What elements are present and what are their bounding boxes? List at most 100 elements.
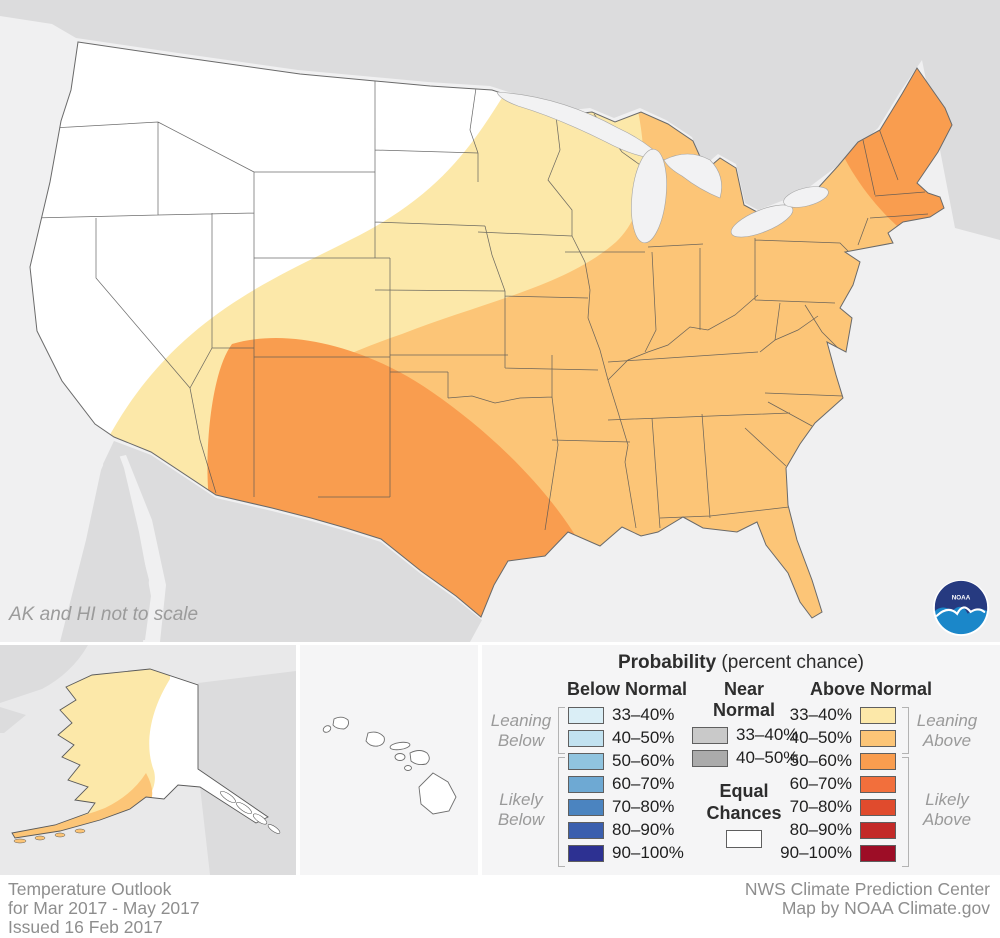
legend-range-label: 90–100% — [780, 843, 852, 862]
lake-michigan — [631, 148, 667, 244]
legend-title-bold: Probability — [617, 652, 717, 673]
issued-date: Issued 16 Feb 2017 — [8, 917, 163, 937]
legend-column-above: Above Normal 33–40% 40–50% 50–60% 60–70% 70–… — [780, 679, 954, 863]
legend-row: 90–100% — [568, 843, 712, 863]
likely-above-label: Likely Above — [922, 790, 972, 829]
legend-swatch — [860, 752, 896, 770]
legend-row: 80–90% — [790, 820, 896, 840]
legend-title-suffix: (percent chance) — [716, 652, 865, 673]
legend-swatch — [568, 706, 604, 724]
above-normal-rows: 33–40% 40–50% 50–60% 60–70% 70–80% 80–90% 90–1… — [780, 705, 954, 863]
legend-row: 60–70% — [790, 774, 896, 794]
legend-row: 33–40% — [692, 725, 800, 745]
legend-swatch — [568, 821, 604, 839]
hawaii-map — [300, 645, 478, 875]
legend-swatch — [568, 844, 604, 862]
footer-left: Temperature Outlook for Mar 2017 - May 2… — [8, 880, 200, 938]
aleutian-island — [54, 832, 66, 838]
aleutian-island — [34, 835, 46, 841]
lake-huron — [663, 153, 722, 199]
likely-above-bracket — [902, 757, 909, 867]
canada-landmass — [0, 0, 1000, 240]
lake-superior — [496, 91, 665, 161]
russia-landmass-2 — [0, 707, 26, 733]
island-lanai — [394, 753, 406, 761]
legend-range-label: 80–90% — [612, 820, 675, 839]
aleutian-island — [13, 838, 27, 844]
source-credit: NWS Climate Prediction Center — [744, 879, 990, 899]
likely-below-label: Likely Below — [497, 790, 545, 829]
conus-map — [0, 0, 1000, 642]
mexico-landmass — [60, 441, 482, 642]
legend-row: 33–40% — [790, 705, 896, 725]
leaning-below-label: Leaning Below — [490, 711, 552, 750]
equal-chances-swatch — [726, 830, 762, 848]
leaning-below-bracket — [558, 707, 565, 754]
lake-erie — [730, 204, 794, 238]
legend-range-label: 33–40% — [736, 725, 799, 744]
below-normal-rows: 33–40% 40–50% 50–60% 60–70% 70–80% 80–90% 90–1… — [542, 705, 712, 863]
legend-range-label: 33–40% — [612, 705, 675, 724]
legend-row: 70–80% — [568, 797, 712, 817]
likely-below-bracket — [558, 757, 565, 867]
alaska-panhandle-islands — [220, 790, 281, 834]
legend-row: 60–70% — [568, 774, 712, 794]
legend-swatch — [860, 844, 896, 862]
alaska-inset — [0, 645, 296, 875]
russia-landmass — [0, 645, 88, 703]
legend-column-below: Below Normal 33–40% 40–50% 50–60% 60–70% 70–… — [542, 679, 712, 863]
island-hawaii — [418, 772, 457, 815]
legend-range-label: 33–40% — [789, 705, 852, 724]
noaa-logo-icon: NOAA — [932, 579, 990, 637]
legend-swatch — [568, 752, 604, 770]
probability-legend: Probability (percent chance) Below Norma… — [482, 645, 1000, 875]
map-credit: Map by NOAA Climate.gov — [781, 898, 990, 918]
legend-range-label: 40–50% — [612, 728, 675, 747]
legend-range-label: 60–70% — [789, 774, 852, 793]
legend-range-label: 70–80% — [789, 797, 852, 816]
leaning-above-label: Leaning Above — [916, 711, 978, 750]
legend-swatch — [860, 706, 896, 724]
legend-range-label: 40–50% — [789, 728, 852, 747]
hawaii-ocean — [300, 645, 478, 875]
legend-row: 40–50% — [790, 728, 896, 748]
legend-row: 40–50% — [692, 748, 800, 768]
canada-landmass-inset — [198, 671, 296, 875]
island-kauai — [332, 716, 349, 730]
outlook-period: for Mar 2017 - May 2017 — [8, 898, 200, 918]
hawaiian-islands — [322, 716, 457, 815]
legend-row: 70–80% — [790, 797, 896, 817]
hawaii-inset — [300, 645, 478, 875]
legend-range-label: 70–80% — [612, 797, 675, 816]
legend-title: Probability (percent chance) — [482, 652, 1000, 674]
below-normal-header: Below Normal — [566, 679, 688, 699]
legend-row: 90–100% — [780, 843, 896, 863]
legend-swatch — [692, 726, 728, 744]
great-lakes — [496, 91, 829, 244]
legend-swatch — [860, 821, 896, 839]
legend-row: 40–50% — [568, 728, 712, 748]
legend-range-label: 40–50% — [736, 748, 799, 767]
gulf-of-california — [113, 455, 166, 642]
legend-row: 80–90% — [568, 820, 712, 840]
aleutian-island — [74, 828, 86, 834]
scale-note: AK and HI not to scale — [9, 604, 199, 625]
legend-range-label: 50–60% — [789, 751, 852, 770]
footer: Temperature Outlook for Mar 2017 - May 2… — [0, 875, 1000, 938]
outlook-title: Temperature Outlook — [8, 879, 172, 899]
island-oahu — [365, 731, 385, 747]
above-normal-header: Above Normal — [809, 679, 933, 699]
bottom-panels: Probability (percent chance) Below Norma… — [0, 645, 1000, 875]
equal-chances-label: Equal Chances — [706, 781, 782, 823]
lake-ontario — [783, 186, 829, 208]
legend-range-label: 60–70% — [612, 774, 675, 793]
near-normal-rows: 33–40% 40–50% — [688, 725, 800, 768]
legend-swatch — [860, 775, 896, 793]
footer-right: NWS Climate Prediction Center Map by NOA… — [745, 880, 990, 938]
legend-swatch — [692, 749, 728, 767]
legend-column-near: Near Normal 33–40% 40–50% Equal Chances — [688, 679, 800, 848]
alaska-map — [0, 645, 296, 875]
island-molokai — [389, 741, 411, 751]
equal-chances-block: Equal Chances — [688, 780, 800, 848]
island-kahoolawe — [404, 765, 412, 771]
